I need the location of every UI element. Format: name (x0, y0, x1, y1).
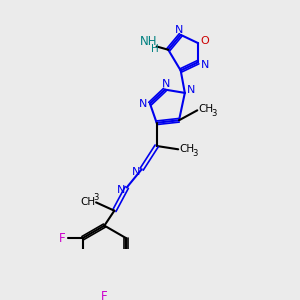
Text: N: N (175, 25, 183, 35)
Text: N: N (132, 167, 140, 177)
Text: 3: 3 (93, 193, 99, 202)
Text: N: N (162, 79, 170, 89)
Text: 3: 3 (211, 109, 217, 118)
Text: O: O (200, 37, 209, 46)
Text: N: N (117, 185, 125, 195)
Text: CH: CH (198, 104, 213, 115)
Text: 3: 3 (192, 149, 197, 158)
Text: N: N (201, 60, 209, 70)
Text: H: H (151, 44, 159, 54)
Text: NH: NH (140, 35, 157, 48)
Text: CH: CH (179, 144, 194, 154)
Text: F: F (101, 290, 108, 300)
Text: N: N (187, 85, 195, 95)
Text: F: F (59, 232, 65, 244)
Text: N: N (139, 99, 148, 109)
Text: CH: CH (80, 196, 95, 207)
